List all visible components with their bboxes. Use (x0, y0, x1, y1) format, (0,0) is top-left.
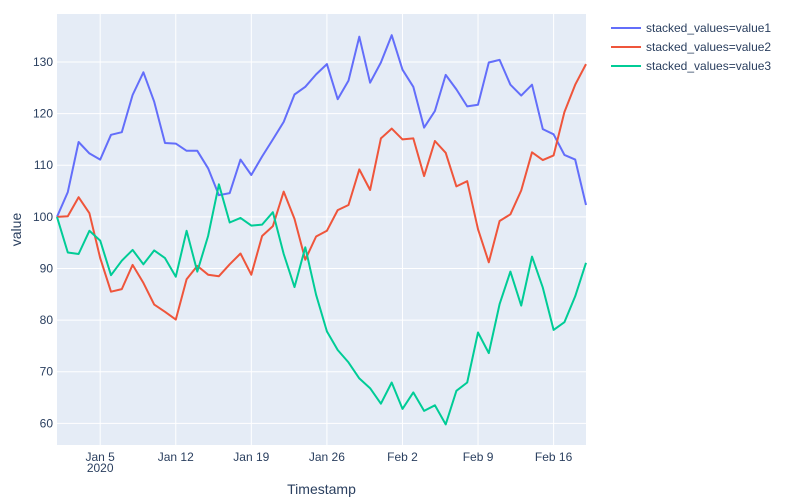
y-tick-label: 120 (33, 107, 53, 121)
series-line-3 (56, 183, 587, 426)
x-tick-label: Feb 16 (535, 450, 573, 464)
x-tick-sublabel: 2020 (87, 461, 114, 475)
series-line-2 (56, 63, 587, 321)
legend-label: stacked_values=value2 (646, 40, 771, 54)
y-axis-title: value (8, 213, 24, 247)
x-tick-label: Jan 5 (86, 450, 116, 464)
y-tick-label: 110 (34, 158, 53, 172)
legend-label: stacked_values=value3 (646, 59, 771, 73)
legend-label: stacked_values=value1 (646, 21, 771, 35)
x-axis-title: Timestamp (287, 481, 356, 497)
y-tick-label: 130 (33, 55, 53, 69)
plot-background (57, 14, 586, 445)
y-tick-label: 100 (33, 210, 53, 224)
x-tick-label: Feb 9 (463, 450, 494, 464)
y-tick-label: 70 (40, 365, 54, 379)
legend-item-3[interactable]: stacked_values=value3 (611, 59, 771, 73)
y-tick-label: 60 (40, 416, 54, 430)
series-lines (56, 34, 587, 426)
x-tick-label: Jan 26 (309, 450, 345, 464)
legend-item-1[interactable]: stacked_values=value1 (611, 21, 771, 35)
x-tick-label: Jan 19 (233, 450, 269, 464)
legend[interactable]: stacked_values=value1 stacked_values=valu… (611, 21, 771, 73)
legend-item-2[interactable]: stacked_values=value2 (611, 40, 771, 54)
y-tick-label: 80 (40, 313, 54, 327)
x-tick-label: Feb 2 (387, 450, 418, 464)
series-line-1 (56, 34, 587, 218)
y-tick-label: 90 (40, 261, 54, 275)
x-tick-label: Jan 12 (158, 450, 194, 464)
